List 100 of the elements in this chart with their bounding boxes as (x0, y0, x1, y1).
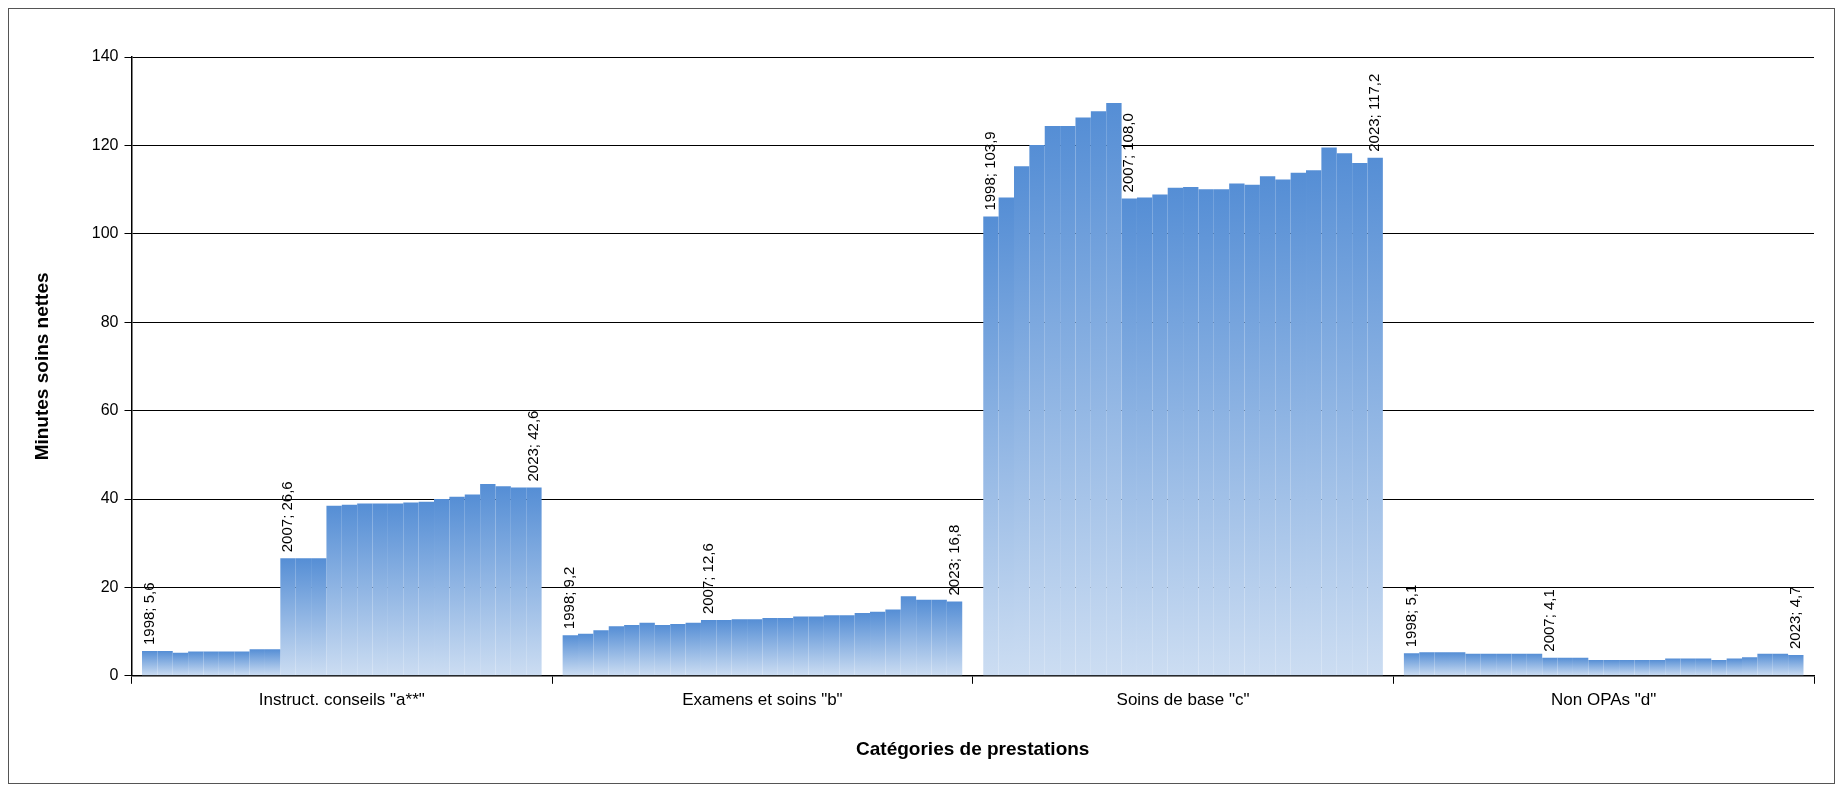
bar (372, 503, 388, 676)
data-label: 2007; 108,0 (1119, 113, 1137, 193)
y-axis-title: Minutes soins nettes (30, 272, 52, 461)
bar (1603, 659, 1620, 676)
data-label: 2023; 42,6 (524, 410, 542, 482)
bar (1321, 147, 1337, 676)
bar (1259, 176, 1276, 676)
bar (157, 651, 173, 676)
bar (249, 649, 265, 676)
y-tick-label: 100 (91, 224, 119, 242)
bar (1619, 659, 1635, 676)
bar (357, 503, 373, 676)
y-tick-label: 40 (100, 489, 119, 507)
bar (900, 596, 917, 676)
bar (1336, 153, 1353, 676)
bar (188, 651, 204, 676)
bar (608, 626, 625, 676)
bar (1726, 658, 1743, 676)
bar (1060, 125, 1076, 676)
bar (1526, 653, 1543, 676)
bar (1757, 653, 1773, 676)
bar (1480, 653, 1497, 676)
y-tick-label: 120 (91, 135, 119, 153)
bar (1665, 658, 1681, 676)
bar (747, 619, 763, 676)
bar (983, 216, 999, 676)
bar (762, 617, 778, 676)
bar (624, 624, 640, 676)
bar (1106, 102, 1122, 676)
bar (1044, 125, 1061, 676)
bar (341, 504, 358, 676)
bar (916, 599, 932, 676)
bar (593, 630, 609, 676)
bar (1290, 172, 1307, 676)
bar (203, 651, 219, 676)
bar (311, 558, 327, 676)
bar (1634, 659, 1650, 676)
bar (1742, 657, 1758, 676)
bar (234, 651, 250, 676)
data-label: 2007; 4,1 (1540, 589, 1558, 652)
bar (777, 617, 794, 676)
bar (480, 483, 496, 676)
bar (172, 652, 189, 676)
y-tick-label: 20 (100, 577, 119, 595)
bar (1014, 166, 1030, 676)
x-tick-label: Instruct. conseils "a**" (258, 689, 425, 709)
bar (1367, 157, 1383, 676)
bar (654, 624, 671, 676)
bar (885, 609, 901, 676)
bar (495, 486, 511, 676)
bar (931, 599, 947, 676)
bar (1450, 652, 1466, 676)
bar (1275, 179, 1291, 676)
bar (685, 622, 701, 676)
bar (1029, 144, 1045, 676)
bar (854, 613, 871, 676)
bar (731, 619, 748, 676)
bar (562, 635, 579, 676)
bar (142, 651, 158, 676)
bar (1352, 163, 1368, 676)
bar (1198, 189, 1214, 676)
bar (839, 615, 855, 676)
data-label: 2023; 117,2 (1365, 73, 1383, 152)
bar (434, 499, 450, 676)
bar (1075, 117, 1091, 676)
bar (218, 651, 235, 676)
bar (578, 633, 594, 676)
bar (1465, 653, 1481, 676)
bar (510, 487, 527, 676)
y-tick-label: 60 (100, 401, 119, 419)
bar (700, 620, 717, 676)
bar (1588, 659, 1604, 676)
bar (1511, 653, 1527, 676)
data-label: 2023; 4,7 (1785, 586, 1803, 650)
bar (1229, 183, 1245, 676)
bar (1244, 184, 1260, 676)
bar (1772, 653, 1789, 676)
bar (1167, 187, 1184, 676)
bar (526, 487, 542, 676)
bar (264, 649, 281, 676)
bar (387, 503, 404, 676)
x-tick-label: Soins de base "c" (1116, 689, 1250, 709)
x-tick-label: Non OPAs "d" (1551, 689, 1657, 709)
bar (280, 558, 296, 676)
y-tick-label: 80 (100, 312, 119, 330)
bar (1213, 189, 1230, 676)
y-tick-label: 140 (91, 47, 119, 65)
bar (449, 496, 465, 676)
bar (639, 622, 655, 676)
bar (998, 197, 1014, 676)
y-tick-label: 0 (109, 666, 119, 684)
bar (1419, 652, 1435, 676)
data-label: 1998; 9,2 (560, 566, 578, 630)
bar (1121, 198, 1137, 676)
bar (403, 502, 419, 676)
bar (1695, 658, 1712, 676)
bar (1496, 653, 1512, 676)
bar (1557, 657, 1573, 676)
data-label: 2007; 26,6 (278, 481, 296, 553)
bar (1680, 658, 1696, 676)
